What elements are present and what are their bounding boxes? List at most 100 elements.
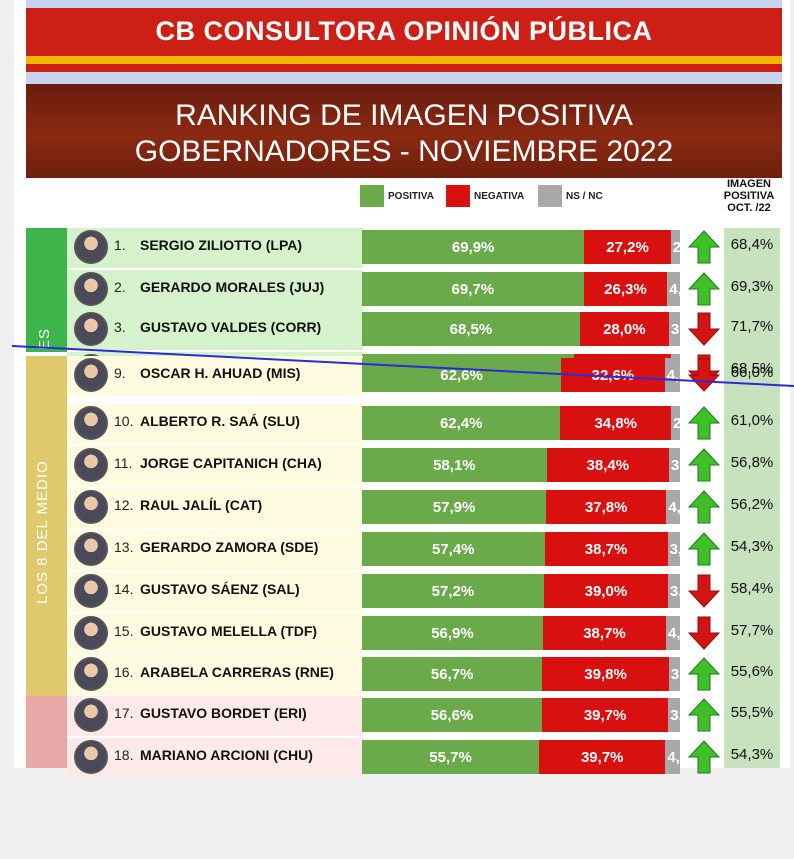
trend-arrow-shape <box>688 312 720 346</box>
avatar <box>74 406 108 440</box>
avatar <box>74 616 108 650</box>
table-row: 13. GERARDO ZAMORA (SDE) 57,4%38,7%3,9 54,3… <box>0 530 794 570</box>
table-row: 10. ALBERTO R. SAÁ (SLU) 62,4%34,8%2,8 61,0… <box>0 404 794 444</box>
row-name: GUSTAVO MELELLA (TDF) <box>140 623 318 639</box>
bar-segment-nsnc: 3,5 <box>668 448 680 482</box>
bar-segment-positiva: 57,9% <box>362 490 547 524</box>
bar-segment-nsnc: 4,3 <box>666 490 680 524</box>
legend-nsnc: NS / NC <box>538 184 603 208</box>
trend-down-icon <box>688 616 720 650</box>
table-row: 3. GUSTAVO VALDES (CORR) 68,5%28,0%3,5 71,7… <box>0 310 794 350</box>
bar-segment-negativa: 38,4% <box>546 448 669 482</box>
trend-arrow-shape <box>688 230 720 264</box>
previous-value: 55,5% <box>730 704 774 721</box>
bar-segment-negativa: 27,2% <box>584 230 671 264</box>
avatar <box>74 358 108 392</box>
bar-segment-negativa: 34,8% <box>560 406 672 440</box>
previous-value: 61,0% <box>730 412 774 429</box>
table-row: 18. MARIANO ARCIONI (CHU) 55,7%39,7%4,6 54,… <box>0 738 794 778</box>
row-rank: 1. <box>114 237 126 253</box>
table-row: 14. GUSTAVO SÁENZ (SAL) 57,2%39,0%3,8 58,4% <box>0 572 794 612</box>
row-rank: 17. <box>114 705 134 721</box>
bar-segment-positiva: 56,7% <box>362 657 543 691</box>
previous-value: 66,0% <box>730 364 774 381</box>
trend-down-icon <box>688 358 720 392</box>
row-name: MARIANO ARCIONI (CHU) <box>140 747 313 763</box>
bar-segment-positiva: 56,9% <box>362 616 543 650</box>
row-background <box>67 738 363 778</box>
table-row: 1. SERGIO ZILIOTTO (LPA) 69,9%27,2%2,9 68,4… <box>0 228 794 268</box>
trend-up-icon <box>688 406 720 440</box>
bar-segment-negativa: 37,8% <box>546 490 667 524</box>
avatar <box>74 532 108 566</box>
trend-up-icon <box>688 740 720 774</box>
stacked-bar: 55,7%39,7%4,6 <box>362 740 684 774</box>
previous-column-band <box>724 228 780 768</box>
bar-segment-negativa: 39,7% <box>539 740 666 774</box>
bar-segment-positiva: 68,5% <box>362 312 580 346</box>
avatar <box>74 272 108 306</box>
trend-up-icon <box>688 272 720 306</box>
row-background <box>67 530 363 570</box>
bar-segment-negativa: 39,0% <box>543 574 668 608</box>
row-rank: 10. <box>114 413 134 429</box>
bar-segment-positiva: 57,4% <box>362 532 545 566</box>
row-background <box>67 696 363 736</box>
trend-up-icon <box>688 657 720 691</box>
group-band-middle <box>26 356 67 696</box>
bar-segment-positiva: 57,2% <box>362 574 544 608</box>
avatar <box>74 657 108 691</box>
bar-segment-positiva: 69,9% <box>362 230 585 264</box>
bar-segment-positiva: 58,1% <box>362 448 547 482</box>
table-row: 12. RAUL JALÍL (CAT) 57,9%37,8%4,3 56,2% <box>0 488 794 528</box>
row-name: RAUL JALÍL (CAT) <box>140 497 263 513</box>
stacked-bar: 69,7%26,3%4,0 <box>362 272 684 306</box>
previous-value: 56,8% <box>730 454 774 471</box>
chart-title-line1: RANKING DE IMAGEN POSITIVA <box>175 99 633 132</box>
legend-swatch-negativa <box>446 185 470 207</box>
row-rank: 12. <box>114 497 134 513</box>
bar-segment-positiva: 62,6% <box>362 358 562 392</box>
row-rank: 11. <box>114 455 133 471</box>
row-rank: 13. <box>114 539 134 555</box>
trend-arrow-shape <box>688 532 720 566</box>
stacked-bar: 57,4%38,7%3,9 <box>362 532 684 566</box>
trend-arrow-shape <box>688 448 720 482</box>
bar-segment-negativa: 38,7% <box>544 532 668 566</box>
legend-label-negativa: NEGATIVA <box>474 190 525 202</box>
bar-segment-nsnc: 4,6 <box>665 740 680 774</box>
bar-segment-nsnc: 4,8 <box>664 358 680 392</box>
previous-header-line1: IMAGEN <box>727 178 771 190</box>
row-background <box>67 655 363 695</box>
previous-value: 54,3% <box>730 538 774 555</box>
row-name: GUSTAVO BORDET (ERI) <box>140 705 307 721</box>
bar-segment-nsnc: 3,9 <box>667 532 680 566</box>
row-name: JORGE CAPITANICH (CHA) <box>140 455 322 471</box>
bar-segment-nsnc: 3,8 <box>667 574 680 608</box>
bar-segment-nsnc: 2,9 <box>670 230 680 264</box>
legend-swatch-positiva <box>360 185 384 207</box>
bar-segment-positiva: 56,6% <box>362 698 542 732</box>
bar-segment-nsnc: 3,7 <box>668 698 680 732</box>
stacked-bar: 57,2%39,0%3,8 <box>362 574 684 608</box>
row-name: GERARDO ZAMORA (SDE) <box>140 539 319 555</box>
stacked-bar: 68,5%28,0%3,5 <box>362 312 684 346</box>
table-row: 9. OSCAR H. AHUAD (MIS) 62,6%32,6%4,8 66,0% <box>0 356 794 396</box>
row-background <box>67 404 363 444</box>
table-row: 2. GERARDO MORALES (JUJ) 69,7%26,3%4,0 69,3… <box>0 270 794 310</box>
row-rank: 16. <box>114 664 134 680</box>
row-rank: 14. <box>114 581 134 597</box>
stacked-bar: 56,9%38,7%4,4 <box>362 616 684 650</box>
bar-segment-nsnc: 3,5 <box>668 312 680 346</box>
bar-segment-positiva: 62,4% <box>362 406 561 440</box>
org-title: CB CONSULTORA OPINIÓN PÚBLICA <box>155 16 653 46</box>
table-row: 17. GUSTAVO BORDET (ERI) 56,6%39,7%3,7 55,5… <box>0 696 794 736</box>
bar-segment-negativa: 38,7% <box>542 616 666 650</box>
row-name: GUSTAVO VALDES (CORR) <box>140 319 322 335</box>
row-name: SERGIO ZILIOTTO (LPA) <box>140 237 303 253</box>
bar-segment-nsnc: 4,4 <box>666 616 680 650</box>
trend-up-icon <box>688 532 720 566</box>
bar-segment-negativa: 32,6% <box>561 358 665 392</box>
header-red-band <box>26 8 782 56</box>
trend-arrow-shape <box>688 272 720 306</box>
